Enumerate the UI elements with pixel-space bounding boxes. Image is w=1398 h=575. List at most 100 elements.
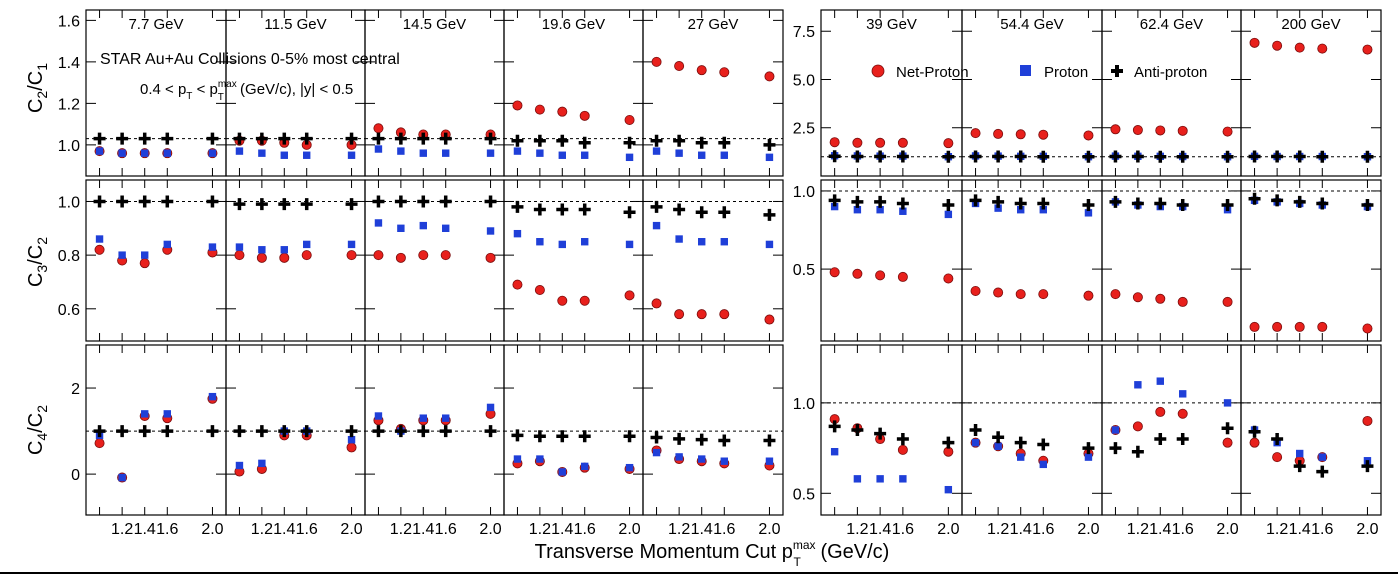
energy-label-200-gev: 200 GeV (1281, 16, 1340, 33)
point-proton (625, 153, 634, 162)
y-axis-title-row-1: C2/C1 (25, 63, 50, 113)
point-proton (208, 243, 217, 251)
point-proton (652, 147, 661, 155)
point-proton (1318, 453, 1326, 461)
point-proton (95, 147, 104, 155)
point-proton (830, 202, 839, 211)
point-anti-proton (650, 431, 663, 444)
point-anti-proton (763, 138, 776, 151)
point-proton (899, 207, 907, 215)
point-net-proton (764, 314, 775, 325)
point-anti-proton (511, 134, 524, 147)
point-net-proton (1132, 292, 1143, 303)
point-anti-proton (1176, 199, 1189, 212)
point-anti-proton (533, 134, 546, 147)
point-proton (536, 149, 544, 157)
point-net-proton (234, 250, 245, 261)
energy-label-11-5-gev: 11.5 GeV (264, 16, 326, 33)
point-proton (208, 392, 217, 401)
point-proton (1039, 205, 1047, 214)
point-anti-proton (1293, 460, 1306, 473)
point-anti-proton (1271, 433, 1284, 446)
point-proton (258, 459, 266, 468)
point-anti-proton (718, 434, 731, 447)
point-proton (581, 151, 589, 159)
y-tick-label: 1.0 (793, 396, 815, 413)
point-anti-proton (345, 425, 358, 438)
panel-frame (1101, 344, 1242, 516)
point-net-proton (829, 267, 840, 278)
x-tick-label: 1.6 (574, 521, 596, 538)
point-net-proton (1317, 43, 1328, 54)
point-anti-proton (1154, 150, 1167, 163)
point-anti-proton (1316, 465, 1329, 478)
point-net-proton (557, 106, 568, 117)
point-proton (280, 151, 288, 159)
point-proton (899, 475, 907, 483)
panel-14-5-gev-row-2 (364, 179, 505, 342)
point-anti-proton (511, 200, 524, 213)
point-net-proton (970, 285, 981, 296)
point-anti-proton (417, 132, 430, 145)
point-anti-proton (851, 150, 864, 163)
panel-frame (820, 179, 963, 342)
point-proton (1223, 399, 1232, 407)
point-anti-proton (695, 433, 708, 446)
point-net-proton (674, 61, 685, 72)
point-proton (1039, 460, 1047, 469)
point-net-proton (875, 137, 886, 148)
point-proton (1017, 205, 1025, 214)
point-anti-proton (417, 425, 430, 438)
point-net-proton (557, 295, 568, 306)
point-net-proton (1294, 321, 1305, 332)
x-tick-label: 1.6 (156, 521, 178, 538)
point-anti-proton (116, 132, 129, 145)
point-proton (163, 240, 171, 249)
y-axis-title-row-3: C4/C2 (25, 405, 50, 455)
point-net-proton (1132, 125, 1143, 136)
point-proton (971, 438, 980, 447)
panel-frame (85, 179, 227, 342)
point-anti-proton (533, 430, 546, 443)
point-anti-proton (695, 206, 708, 219)
point-anti-proton (300, 132, 313, 145)
point-proton (303, 151, 311, 159)
panel-14-5-gev-row-1: 14.5 GeV (364, 9, 505, 177)
point-net-proton (440, 250, 451, 261)
point-anti-proton (1037, 197, 1050, 210)
x-tick-label: 1.6 (1032, 521, 1054, 538)
point-net-proton (829, 137, 840, 148)
point-proton (581, 462, 589, 471)
point-net-proton (1015, 129, 1026, 140)
point-proton (675, 453, 683, 461)
point-anti-proton (1293, 195, 1306, 208)
panel-frame (503, 179, 644, 342)
point-net-proton (1222, 126, 1233, 137)
point-proton (720, 151, 728, 159)
point-anti-proton (394, 132, 407, 145)
panel-frame (364, 344, 505, 516)
point-proton (442, 414, 450, 422)
annotation: STAR Au+Au Collisions 0-5% most central … (100, 51, 400, 103)
y-tick-label: 7.5 (793, 24, 815, 41)
point-proton (558, 240, 566, 249)
point-anti-proton (1221, 422, 1234, 435)
point-proton (876, 205, 884, 214)
point-net-proton (852, 137, 863, 148)
point-anti-proton (1131, 445, 1144, 458)
point-proton (1111, 426, 1120, 434)
point-anti-proton (1037, 438, 1050, 451)
point-net-proton (719, 67, 730, 78)
point-anti-proton (300, 198, 313, 211)
point-anti-proton (896, 197, 909, 210)
panel-frame (820, 344, 963, 516)
x-tick-label: 2.0 (201, 521, 223, 538)
point-proton (163, 149, 171, 157)
y-tick-label: 5.0 (793, 72, 815, 89)
point-anti-proton (439, 132, 452, 145)
point-net-proton (512, 100, 523, 111)
point-net-proton (1132, 421, 1143, 432)
point-anti-proton (372, 425, 385, 438)
legend-label-proton: Proton (1044, 64, 1088, 81)
